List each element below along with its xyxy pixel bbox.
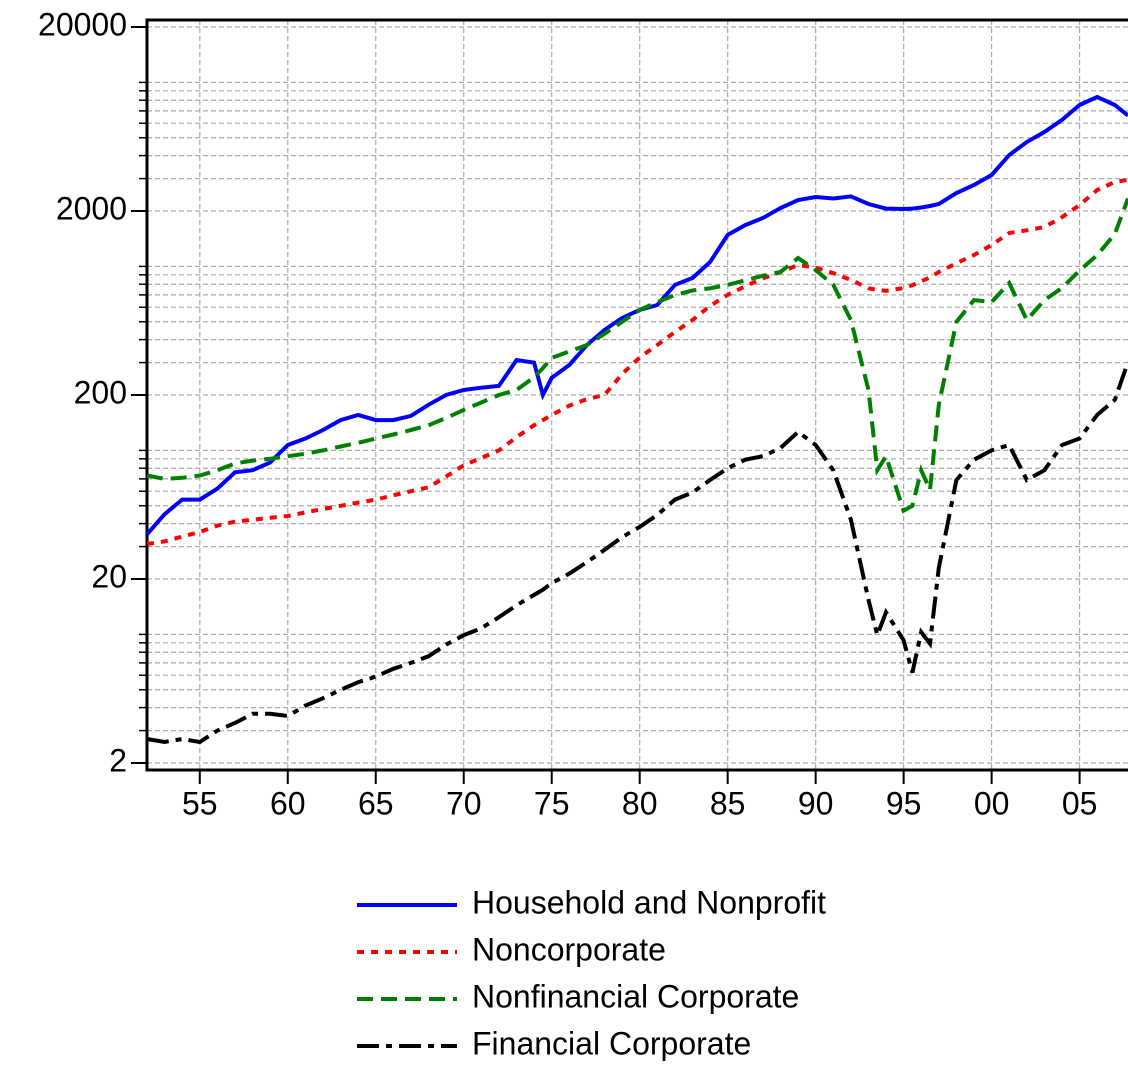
x-tick-label: 00 [974, 785, 1010, 821]
legend-label: Household and Nonprofit [472, 884, 826, 920]
legend-label: Nonfinancial Corporate [472, 978, 799, 1014]
x-tick-label: 70 [446, 785, 482, 821]
series-line [146, 197, 1128, 514]
x-tick-label: 65 [358, 785, 394, 821]
x-tick-label: 55 [182, 785, 218, 821]
legend-label: Noncorporate [472, 931, 666, 967]
series-line [146, 177, 1128, 546]
x-tick-label: 75 [534, 785, 570, 821]
x-tick-label: 90 [798, 785, 834, 821]
y-tick-label: 2000 [56, 190, 127, 226]
x-tick-label: 85 [710, 785, 746, 821]
y-tick-label: 200 [74, 374, 127, 410]
y-tick-label: 2 [109, 742, 127, 778]
plot-frame [145, 18, 1128, 772]
series-line [146, 361, 1128, 745]
legend-label: Financial Corporate [472, 1025, 751, 1061]
x-tick-label: 95 [886, 785, 922, 821]
y-tick-label: 20000 [38, 6, 127, 42]
x-tick-label: 05 [1062, 785, 1098, 821]
x-tick-label: 80 [622, 785, 658, 821]
series-line [145, 94, 1128, 536]
y-tick-label: 20 [91, 558, 127, 594]
x-tick-label: 60 [270, 785, 306, 821]
